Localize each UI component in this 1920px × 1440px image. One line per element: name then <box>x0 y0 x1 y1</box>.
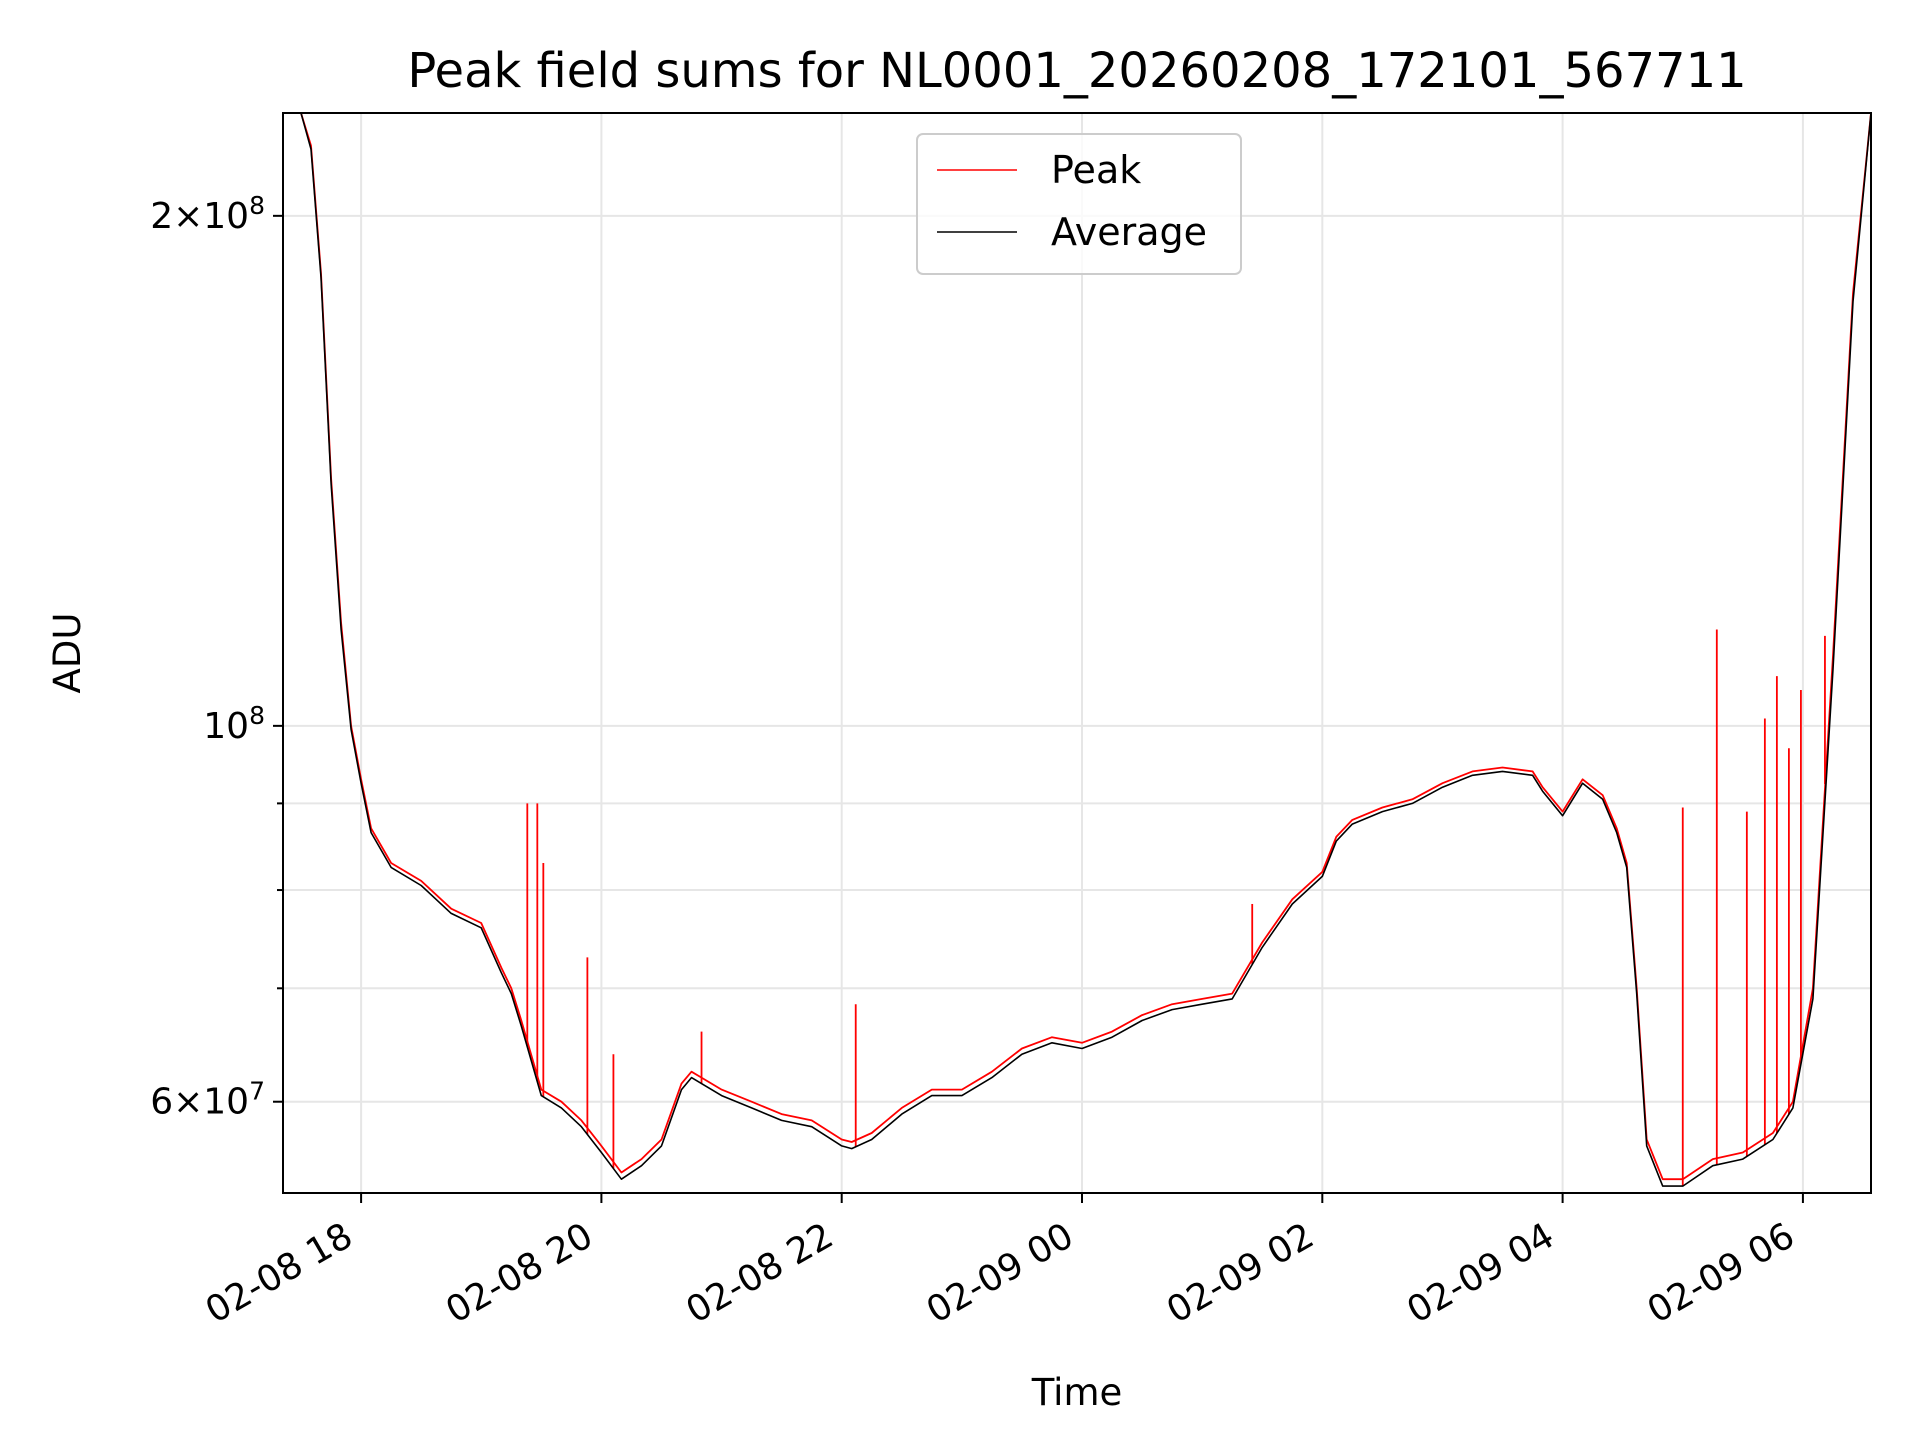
legend: Peak Average <box>916 133 1242 275</box>
y-tick-label: 2×108 <box>150 190 265 237</box>
plot-frame <box>282 112 1872 1194</box>
legend-box <box>916 133 1242 275</box>
series-layer <box>283 112 1872 1187</box>
peak-series-line <box>283 112 1872 1181</box>
y-tick-label: 108 <box>203 700 265 747</box>
x-axis-label: Time <box>1031 1371 1123 1414</box>
legend-label-average: Average <box>1051 210 1207 254</box>
y-tick-label: 6×107 <box>150 1076 265 1123</box>
average-series-line <box>283 112 1872 1187</box>
y-axis-label: ADU <box>46 613 89 694</box>
legend-label-peak: Peak <box>1051 148 1141 192</box>
chart-title: Peak field sums for NL0001_20260208_1721… <box>407 43 1746 99</box>
